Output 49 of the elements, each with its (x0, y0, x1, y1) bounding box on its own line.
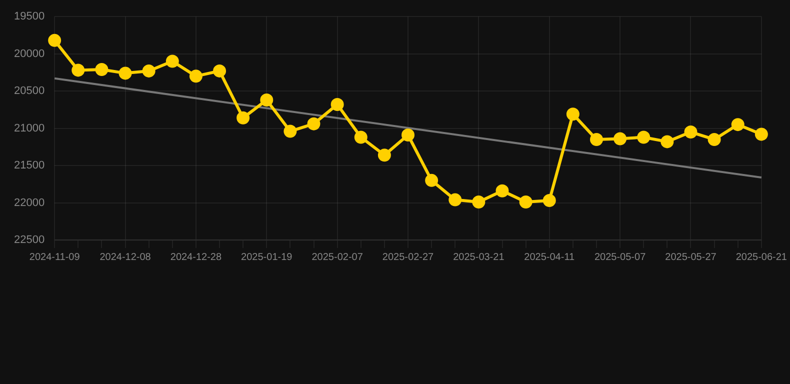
x-tick-label: 2024-11-09 (29, 252, 80, 263)
x-tick-label: 2025-04-11 (524, 252, 576, 263)
point (166, 54, 179, 68)
point (590, 132, 603, 146)
point (660, 135, 674, 148)
x-tick-label: 2024-12-28 (170, 252, 222, 263)
point (472, 196, 486, 209)
point (118, 66, 132, 80)
x-tick-label: 2025-06-21 (736, 252, 788, 263)
point (142, 64, 156, 78)
point (260, 94, 274, 107)
point (284, 124, 297, 138)
x-tick-label: 2025-02-27 (382, 252, 434, 263)
point (95, 62, 108, 76)
point (354, 130, 368, 144)
point (542, 194, 556, 208)
point (684, 126, 698, 139)
y-tick-label: 20000 (14, 48, 45, 60)
point (637, 130, 650, 144)
point (448, 193, 462, 206)
x-tick-label: 2024-12-08 (100, 252, 152, 263)
y-tick-label: 22500 (14, 234, 45, 246)
point (307, 117, 320, 130)
y-tick-label: 20500 (14, 85, 45, 98)
y-tick-label: 22000 (14, 196, 45, 209)
x-tick-label: 2025-05-07 (594, 252, 646, 263)
point (72, 64, 85, 77)
point (708, 132, 721, 146)
point (378, 148, 391, 162)
point (519, 196, 532, 209)
point (754, 128, 768, 141)
point (425, 174, 438, 187)
point (402, 128, 415, 142)
point (614, 132, 627, 146)
y-tick-label: 19500 (14, 10, 45, 23)
x-tick-label: 2025-05-27 (665, 252, 717, 263)
point (566, 108, 580, 121)
x-tick-label: 2025-03-21 (453, 252, 505, 263)
point (496, 184, 509, 198)
point (236, 111, 250, 124)
y-tick-label: 21000 (14, 122, 45, 134)
x-tick-label: 2025-01-19 (241, 252, 293, 263)
point (213, 64, 226, 78)
y-tick-label: 21500 (14, 160, 45, 172)
point (330, 98, 344, 111)
point (48, 34, 62, 47)
point (731, 118, 744, 132)
point (189, 70, 202, 83)
x-tick-label: 2025-02-07 (312, 252, 364, 263)
